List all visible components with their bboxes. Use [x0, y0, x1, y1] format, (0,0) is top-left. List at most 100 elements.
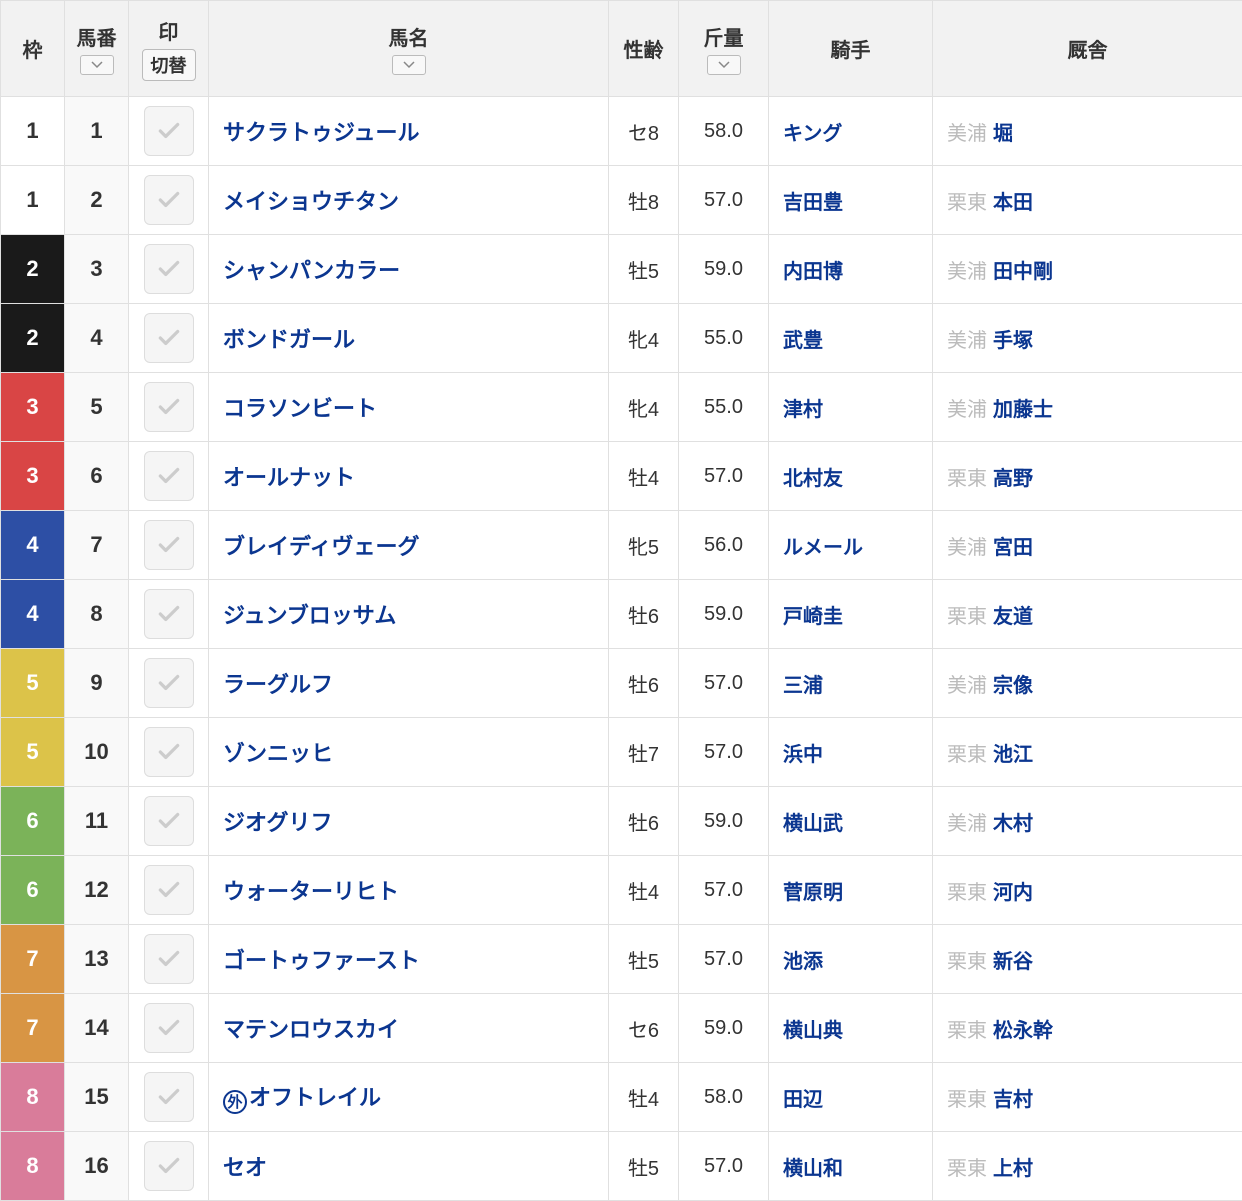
jockey-link[interactable]: 武豊 [769, 304, 933, 373]
horse-name-link[interactable]: ゾンニッヒ [223, 741, 333, 766]
jockey-link[interactable]: 津村 [769, 373, 933, 442]
trainer-link[interactable]: 上村 [993, 1158, 1033, 1180]
jockey-link[interactable]: 横山武 [769, 787, 933, 856]
horse-name-link[interactable]: ウォーターリヒト [223, 879, 399, 904]
horse-name-link[interactable]: シャンパンカラー [223, 258, 400, 283]
trainer-link[interactable]: 池江 [993, 744, 1033, 766]
mark-checkbox[interactable] [144, 175, 194, 225]
mark-checkbox[interactable] [144, 451, 194, 501]
umaban-cell: 15 [65, 1063, 129, 1132]
horse-name-link[interactable]: ブレイディヴェーグ [223, 534, 419, 559]
mark-checkbox[interactable] [144, 382, 194, 432]
mark-cell [129, 994, 209, 1063]
trainer-link[interactable]: 田中剛 [993, 261, 1053, 283]
trainer-link[interactable]: 河内 [993, 882, 1033, 904]
header-row: 枠 馬番 印 切替 馬名 性齢 [1, 1, 1242, 97]
mark-cell [129, 304, 209, 373]
mark-checkbox[interactable] [144, 1003, 194, 1053]
weight-cell: 57.0 [679, 442, 769, 511]
jockey-link[interactable]: 三浦 [769, 649, 933, 718]
table-row: 12メイショウチタン牡857.0吉田豊栗東本田 [1, 166, 1242, 235]
jockey-link[interactable]: 戸崎圭 [769, 580, 933, 649]
horse-name-link[interactable]: セオ [223, 1155, 267, 1180]
jockey-link[interactable]: 横山和 [769, 1132, 933, 1201]
jockey-link[interactable]: キング [769, 97, 933, 166]
trainer-link[interactable]: 松永幹 [993, 1020, 1053, 1042]
trainer-link[interactable]: 友道 [993, 606, 1033, 628]
umaban-cell: 1 [65, 97, 129, 166]
horse-name-link[interactable]: ゴートゥファースト [223, 948, 420, 973]
jockey-link[interactable]: ルメール [769, 511, 933, 580]
mark-checkbox[interactable] [144, 106, 194, 156]
jockey-link[interactable]: 田辺 [769, 1063, 933, 1132]
trainer-link[interactable]: 手塚 [993, 330, 1033, 352]
horse-name-link[interactable]: オールナット [223, 465, 355, 490]
trainer-link[interactable]: 宗像 [993, 675, 1033, 697]
jockey-link[interactable]: 池添 [769, 925, 933, 994]
sort-umaban-button[interactable] [80, 55, 114, 75]
trainer-link[interactable]: 高野 [993, 468, 1033, 490]
horse-name-link[interactable]: メイショウチタン [223, 189, 399, 214]
mark-cell [129, 856, 209, 925]
header-name: 馬名 [209, 1, 609, 97]
waku-cell: 2 [1, 304, 65, 373]
jockey-link[interactable]: 吉田豊 [769, 166, 933, 235]
weight-cell: 59.0 [679, 994, 769, 1063]
mark-checkbox[interactable] [144, 520, 194, 570]
jockey-link[interactable]: 横山典 [769, 994, 933, 1063]
mark-checkbox[interactable] [144, 1072, 194, 1122]
trainer-link[interactable]: 堀 [993, 123, 1013, 145]
jockey-link[interactable]: 浜中 [769, 718, 933, 787]
mark-checkbox[interactable] [144, 796, 194, 846]
horse-name-link[interactable]: オフトレイル [249, 1085, 381, 1110]
horse-name-link[interactable]: ボンドガール [223, 327, 355, 352]
jockey-link[interactable]: 菅原明 [769, 856, 933, 925]
horse-name-link[interactable]: ラーグルフ [223, 672, 333, 697]
mark-checkbox[interactable] [144, 589, 194, 639]
mark-checkbox[interactable] [144, 934, 194, 984]
table-row: 612ウォーターリヒト牡457.0菅原明栗東河内 [1, 856, 1242, 925]
trainer-link[interactable]: 木村 [993, 813, 1033, 835]
trainer-region: 栗東 [947, 882, 987, 904]
sexage-cell: 牡5 [609, 1132, 679, 1201]
trainer-cell: 栗東本田 [933, 166, 1242, 235]
waku-cell: 1 [1, 97, 65, 166]
horse-name-link[interactable]: コラソンビート [223, 396, 377, 421]
horse-name-link[interactable]: ジュンブロッサム [223, 603, 396, 628]
foreign-icon: 外 [223, 1090, 247, 1114]
trainer-link[interactable]: 吉村 [993, 1089, 1033, 1111]
trainer-link[interactable]: 加藤士 [993, 399, 1053, 421]
trainer-link[interactable]: 新谷 [993, 951, 1033, 973]
jockey-link[interactable]: 内田博 [769, 235, 933, 304]
jockey-link[interactable]: 北村友 [769, 442, 933, 511]
table-row: 47ブレイディヴェーグ牝556.0ルメール美浦宮田 [1, 511, 1242, 580]
horse-name-cell: オールナット [209, 442, 609, 511]
sexage-cell: 牡6 [609, 787, 679, 856]
header-trainer: 厩舎 [933, 1, 1242, 97]
trainer-link[interactable]: 宮田 [993, 537, 1033, 559]
mark-checkbox[interactable] [144, 244, 194, 294]
weight-cell: 57.0 [679, 1132, 769, 1201]
sort-name-button[interactable] [392, 55, 426, 75]
mark-checkbox[interactable] [144, 865, 194, 915]
mark-checkbox[interactable] [144, 1141, 194, 1191]
horse-name-cell: ゴートゥファースト [209, 925, 609, 994]
horse-name-link[interactable]: ジオグリフ [223, 810, 333, 835]
waku-cell: 3 [1, 373, 65, 442]
mark-checkbox[interactable] [144, 658, 194, 708]
waku-cell: 2 [1, 235, 65, 304]
mark-checkbox[interactable] [144, 727, 194, 777]
mark-switch-button[interactable]: 切替 [142, 49, 196, 81]
sort-weight-button[interactable] [707, 55, 741, 75]
header-waku-label: 枠 [23, 34, 43, 63]
horse-name-cell: ジオグリフ [209, 787, 609, 856]
mark-cell [129, 925, 209, 994]
horse-name-link[interactable]: サクラトゥジュール [223, 120, 419, 145]
mark-checkbox[interactable] [144, 313, 194, 363]
table-row: 35コラソンビート牝455.0津村美浦加藤士 [1, 373, 1242, 442]
horse-name-link[interactable]: マテンロウスカイ [223, 1017, 399, 1042]
header-umaban-label: 馬番 [77, 22, 117, 51]
mark-cell [129, 1063, 209, 1132]
horse-name-cell: セオ [209, 1132, 609, 1201]
trainer-link[interactable]: 本田 [993, 192, 1033, 214]
